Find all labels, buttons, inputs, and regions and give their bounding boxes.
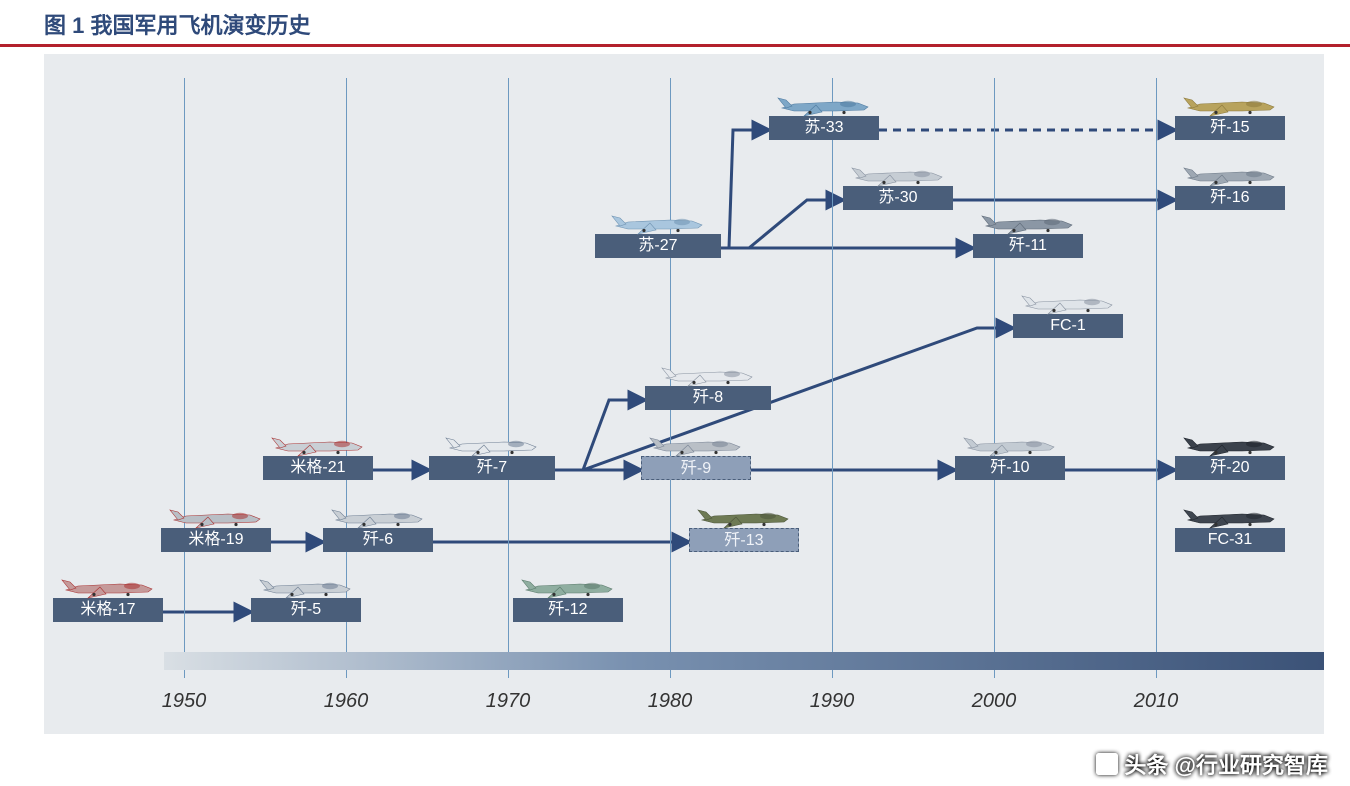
aircraft-node-j8: 歼-8 bbox=[645, 356, 771, 410]
aircraft-label: FC-1 bbox=[1013, 314, 1123, 338]
aircraft-label: 苏-27 bbox=[595, 234, 721, 258]
aircraft-label: 歼-11 bbox=[973, 234, 1083, 258]
gridline-1990 bbox=[832, 78, 833, 678]
figure-title-bar: 图 1 我国军用飞机演变历史 bbox=[0, 0, 1350, 47]
aircraft-label: 歼-15 bbox=[1175, 116, 1285, 140]
aircraft-label: 歼-8 bbox=[645, 386, 771, 410]
aircraft-node-fc1: FC-1 bbox=[1013, 284, 1123, 338]
aircraft-node-mig17: 米格-17 bbox=[53, 568, 163, 622]
figure-title: 图 1 我国军用飞机演变历史 bbox=[44, 13, 310, 38]
timeline-chart: 1950 1960 1970 1980 1990 2000 2010 米格-17 米格-19… bbox=[44, 54, 1324, 734]
edge-su27-su30 bbox=[721, 200, 843, 248]
toutiao-icon bbox=[1096, 753, 1118, 775]
aircraft-icon bbox=[513, 568, 623, 600]
aircraft-icon bbox=[1175, 86, 1285, 118]
aircraft-icon bbox=[973, 204, 1083, 236]
aircraft-node-j10: 歼-10 bbox=[955, 426, 1065, 480]
aircraft-icon bbox=[1175, 498, 1285, 530]
aircraft-node-j15: 歼-15 bbox=[1175, 86, 1285, 140]
aircraft-label: 歼-16 bbox=[1175, 186, 1285, 210]
watermark-text: 头条 @行业研究智库 bbox=[1124, 748, 1328, 780]
year-label-2000: 2000 bbox=[972, 690, 1017, 713]
aircraft-icon bbox=[53, 568, 163, 600]
aircraft-node-su27: 苏-27 bbox=[595, 204, 721, 258]
aircraft-node-j5: 歼-5 bbox=[251, 568, 361, 622]
aircraft-label: 苏-30 bbox=[843, 186, 953, 210]
aircraft-icon bbox=[1175, 426, 1285, 458]
aircraft-node-su30: 苏-30 bbox=[843, 156, 953, 210]
aircraft-label: 米格-21 bbox=[263, 456, 373, 480]
aircraft-icon bbox=[955, 426, 1065, 458]
aircraft-icon bbox=[645, 356, 771, 388]
aircraft-icon bbox=[263, 426, 373, 458]
year-label-2010: 2010 bbox=[1134, 690, 1179, 713]
aircraft-node-fc31: FC-31 bbox=[1175, 498, 1285, 552]
year-label-1950: 1950 bbox=[162, 690, 207, 713]
year-label-1960: 1960 bbox=[324, 690, 369, 713]
aircraft-label: 歼-9 bbox=[641, 456, 751, 480]
aircraft-label: 歼-7 bbox=[429, 456, 555, 480]
aircraft-node-j16: 歼-16 bbox=[1175, 156, 1285, 210]
watermark: 头条 @行业研究智库 bbox=[1096, 748, 1328, 780]
aircraft-node-mig21: 米格-21 bbox=[263, 426, 373, 480]
edge-j7-j8 bbox=[555, 400, 645, 470]
aircraft-node-j20: 歼-20 bbox=[1175, 426, 1285, 480]
aircraft-label: 歼-5 bbox=[251, 598, 361, 622]
aircraft-node-j12: 歼-12 bbox=[513, 568, 623, 622]
aircraft-node-j11: 歼-11 bbox=[973, 204, 1083, 258]
aircraft-node-j6: 歼-6 bbox=[323, 498, 433, 552]
aircraft-icon bbox=[161, 498, 271, 530]
aircraft-label: 歼-13 bbox=[689, 528, 799, 552]
year-label-1970: 1970 bbox=[486, 690, 531, 713]
gridline-2000 bbox=[994, 78, 995, 678]
aircraft-icon bbox=[251, 568, 361, 600]
aircraft-icon bbox=[1175, 156, 1285, 188]
aircraft-icon bbox=[595, 204, 721, 236]
aircraft-icon bbox=[323, 498, 433, 530]
aircraft-icon bbox=[641, 426, 751, 458]
aircraft-label: FC-31 bbox=[1175, 528, 1285, 552]
year-label-1980: 1980 bbox=[648, 690, 693, 713]
gridline-1970 bbox=[508, 78, 509, 678]
timeline-baseline bbox=[164, 652, 1324, 670]
gridline-2010 bbox=[1156, 78, 1157, 678]
aircraft-label: 歼-6 bbox=[323, 528, 433, 552]
edge-su27-su33 bbox=[721, 130, 769, 248]
aircraft-label: 歼-20 bbox=[1175, 456, 1285, 480]
aircraft-icon bbox=[843, 156, 953, 188]
aircraft-label: 歼-10 bbox=[955, 456, 1065, 480]
aircraft-label: 歼-12 bbox=[513, 598, 623, 622]
aircraft-label: 米格-17 bbox=[53, 598, 163, 622]
aircraft-label: 苏-33 bbox=[769, 116, 879, 140]
aircraft-node-su33: 苏-33 bbox=[769, 86, 879, 140]
aircraft-node-j7: 歼-7 bbox=[429, 426, 555, 480]
aircraft-icon bbox=[1013, 284, 1123, 316]
aircraft-node-j9: 歼-9 bbox=[641, 426, 751, 480]
gridline-1950 bbox=[184, 78, 185, 678]
year-label-1990: 1990 bbox=[810, 690, 855, 713]
aircraft-icon bbox=[689, 498, 799, 530]
aircraft-node-j13: 歼-13 bbox=[689, 498, 799, 552]
aircraft-icon bbox=[429, 426, 555, 458]
aircraft-label: 米格-19 bbox=[161, 528, 271, 552]
aircraft-node-mig19: 米格-19 bbox=[161, 498, 271, 552]
aircraft-icon bbox=[769, 86, 879, 118]
